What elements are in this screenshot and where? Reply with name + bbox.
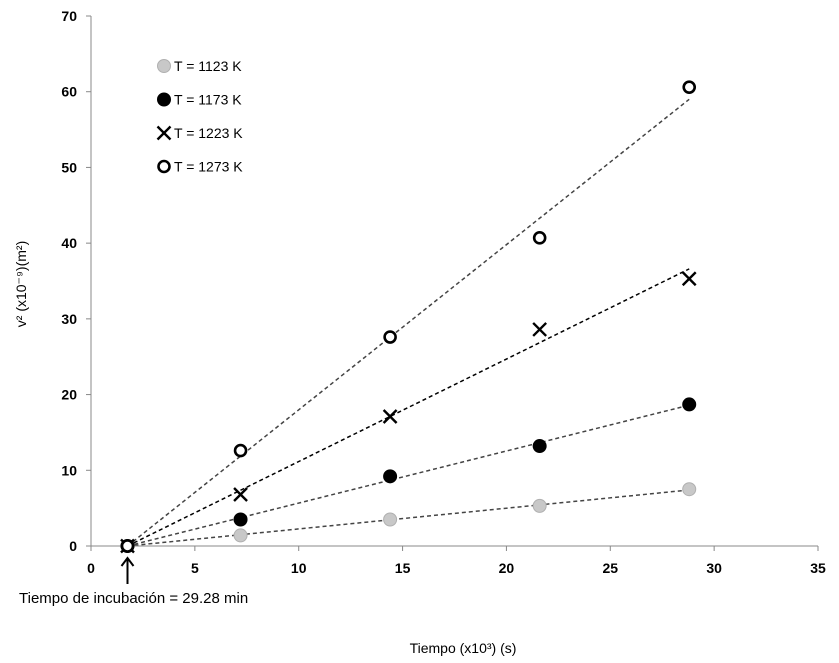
data-point xyxy=(532,322,548,337)
data-point xyxy=(233,443,248,458)
data-point xyxy=(383,512,398,527)
data-point xyxy=(532,498,547,513)
legend-label: T = 1273 K xyxy=(174,159,243,175)
y-axis-title: v² (x10⁻⁹)(m²) xyxy=(13,241,29,327)
y-tick-label: 70 xyxy=(61,8,77,24)
data-point xyxy=(233,487,248,502)
trend-lines xyxy=(127,98,690,547)
data-point xyxy=(120,539,135,553)
x-tick-label: 35 xyxy=(810,560,826,576)
incubation-annotation: Tiempo de incubación = 29.28 min xyxy=(19,556,248,607)
x-tick-label: 25 xyxy=(602,560,618,576)
data-point xyxy=(383,330,397,344)
legend-marker xyxy=(157,92,171,107)
trend-line xyxy=(127,98,690,547)
trend-line xyxy=(127,489,690,547)
data-point xyxy=(233,512,248,527)
data-point xyxy=(383,469,398,484)
incubation-time-label: Tiempo de incubación = 29.28 min xyxy=(19,590,248,607)
x-tick-label: 5 xyxy=(191,560,199,576)
data-points xyxy=(120,80,697,554)
arrow-head-icon xyxy=(120,556,135,567)
data-point xyxy=(532,231,547,245)
data-point xyxy=(532,439,547,454)
data-point xyxy=(233,528,248,543)
y-tick-label: 50 xyxy=(61,159,77,175)
legend-marker xyxy=(157,59,171,73)
y-tick-label: 20 xyxy=(61,387,77,403)
legend-marker xyxy=(157,159,171,174)
x-tick-label: 15 xyxy=(395,560,411,576)
trend-line xyxy=(127,404,690,547)
legend: T = 1123 K T = 1173 K T = 1223 K T = 1273 K xyxy=(156,58,243,175)
trend-line xyxy=(127,268,690,547)
y-tick-label: 40 xyxy=(61,235,77,251)
x-tick-label: 10 xyxy=(291,560,307,576)
data-point xyxy=(682,80,697,94)
y-tick-label: 10 xyxy=(61,462,77,478)
x-tick-label: 20 xyxy=(499,560,515,576)
axis-ticks: 0 10 20 30 40 50 60 70 0 5 10 15 20 25 30 35 xyxy=(61,8,826,576)
legend-label: T = 1123 K xyxy=(174,58,242,74)
x-tick-label: 0 xyxy=(87,560,95,576)
data-point xyxy=(382,409,398,424)
x-axis-title: Tiempo (x10³) (s) xyxy=(410,640,517,656)
y-tick-label: 60 xyxy=(61,84,77,100)
legend-label: T = 1223 K xyxy=(174,125,243,141)
data-point xyxy=(681,271,697,287)
y-tick-label: 30 xyxy=(61,311,77,327)
data-point xyxy=(682,482,697,497)
y-tick-label: 0 xyxy=(69,538,77,554)
x-tick-label: 30 xyxy=(706,560,722,576)
data-point xyxy=(682,397,697,412)
axes xyxy=(90,16,818,547)
legend-marker xyxy=(156,125,172,141)
legend-label: T = 1173 K xyxy=(174,92,242,108)
